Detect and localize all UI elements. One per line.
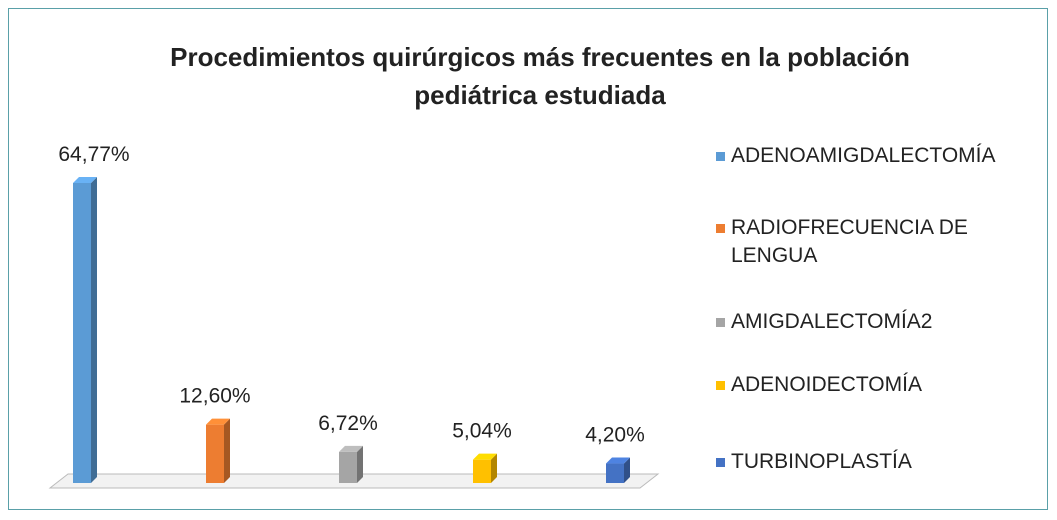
bar-side — [224, 418, 230, 483]
legend-item: AMIGDALECTOMÍA2 — [716, 308, 1036, 336]
data-label: 64,77% — [58, 143, 129, 166]
legend-label: RADIOFRECUENCIA DE LENGUA — [731, 216, 968, 267]
data-label: 4,20% — [585, 424, 645, 447]
legend-label: AMIGDALECTOMÍA2 — [731, 310, 933, 333]
bar-top — [339, 445, 363, 452]
legend-label: ADENOIDECTOMÍA — [731, 373, 922, 396]
legend-swatch — [716, 224, 725, 233]
bar-top — [206, 418, 230, 425]
legend-item: ADENOIDECTOMÍA — [716, 371, 1036, 399]
legend-item: TURBINOPLASTÍA — [716, 448, 1036, 476]
chart-title: Procedimientos quirúrgicos más frecuente… — [170, 42, 910, 110]
bar-top — [73, 177, 97, 183]
bar — [339, 451, 357, 483]
bar-top — [473, 453, 497, 460]
chart-frame — [8, 8, 1048, 510]
bar-side — [491, 453, 497, 483]
data-label: 12,60% — [179, 385, 250, 408]
data-label: 5,04% — [452, 420, 512, 443]
bar-side — [357, 445, 363, 483]
legend-swatch — [716, 458, 725, 467]
bar-top — [606, 457, 630, 464]
data-label: 6,72% — [318, 412, 378, 435]
bar — [73, 183, 91, 483]
legend-swatch — [716, 381, 725, 390]
legend-label: ADENOAMIGDALECTOMÍA — [731, 144, 996, 167]
bar — [473, 459, 491, 483]
legend-swatch — [716, 318, 725, 327]
bar — [606, 463, 624, 483]
bar — [206, 424, 224, 483]
legend-item: RADIOFRECUENCIA DE LENGUA — [716, 214, 1036, 270]
legend-swatch — [716, 152, 725, 161]
legend-label: TURBINOPLASTÍA — [731, 450, 912, 473]
legend-item: ADENOAMIGDALECTOMÍA — [716, 142, 1036, 170]
bar-side — [91, 177, 97, 483]
bar-side — [624, 457, 630, 483]
